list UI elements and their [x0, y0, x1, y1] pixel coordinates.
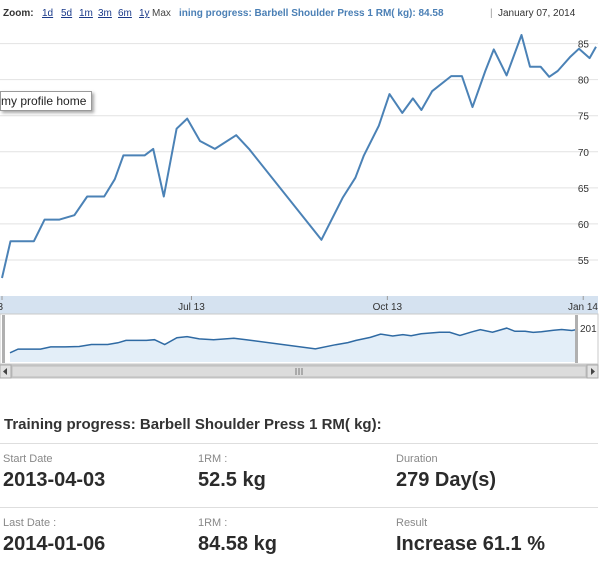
chevron-left-icon — [3, 368, 7, 375]
x-tick-label: 13 — [0, 302, 4, 313]
y-tick-label: 60 — [578, 220, 590, 231]
result-value: Increase 61.1 % — [396, 533, 545, 555]
duration-label: Duration — [396, 453, 438, 465]
start-date-label: Start Date — [3, 453, 53, 465]
scrollbar[interactable] — [0, 364, 599, 379]
header-separator: | — [490, 8, 493, 19]
y-axis: 55 60 65 70 75 80 85 — [578, 40, 590, 267]
y-tick-label: 80 — [578, 76, 590, 87]
zoom-3m-button[interactable]: 3m — [98, 8, 112, 19]
profile-home-tooltip[interactable]: my profile home — [0, 91, 93, 111]
series-line — [1, 34, 597, 279]
stock-chart: Zoom: 1d 5d 1m 3m 6m 1y Max ining progre… — [0, 8, 599, 379]
last-date-label: Last Date : — [3, 517, 57, 529]
y-tick-label: 65 — [578, 184, 590, 195]
navigator-y-label: 201 — [580, 324, 597, 335]
zoom-6m-button[interactable]: 6m — [118, 8, 132, 19]
last-date-cell: Last Date : 2014-01-06 — [3, 517, 105, 556]
navigator-handle-left[interactable] — [2, 315, 5, 363]
last-rm-cell: 1RM : 84.58 kg — [198, 517, 277, 556]
x-tick-label: Jan 14 — [568, 302, 598, 313]
last-date-value: 2014-01-06 — [3, 533, 106, 555]
grid-lines — [0, 43, 598, 261]
y-tick-label: 55 — [578, 256, 590, 267]
zoom-1y-button[interactable]: 1y — [139, 8, 150, 19]
duration-value: 279 Day(s) — [396, 469, 497, 491]
current-date: January 07, 2014 — [498, 8, 576, 19]
x-axis-band — [0, 296, 598, 314]
zoom-max-button[interactable]: Max — [152, 8, 171, 19]
zoom-1m-button[interactable]: 1m — [79, 8, 93, 19]
series-header: ining progress: Barbell Shoulder Press 1… — [179, 8, 444, 19]
navigator-area — [10, 328, 578, 362]
y-tick-label: 85 — [578, 40, 590, 51]
start-rm-cell: 1RM : 52.5 kg — [198, 453, 266, 492]
zoom-5d-button[interactable]: 5d — [61, 8, 72, 19]
result-cell: Result Increase 61.1 % — [396, 517, 545, 556]
summary-title: Training progress: Barbell Shoulder Pres… — [4, 416, 382, 433]
grip-icon — [295, 368, 303, 375]
navigator[interactable]: 201 — [0, 313, 599, 365]
summary-row-start: Start Date 2013-04-03 1RM : 52.5 kg Dura… — [0, 443, 598, 502]
x-axis: 13 Jul 13 Oct 13 Jan 14 — [0, 296, 598, 313]
duration-cell: Duration 279 Day(s) — [396, 453, 496, 492]
zoom-toolbar: Zoom: 1d 5d 1m 3m 6m 1y Max ining progre… — [3, 8, 576, 19]
last-rm-label: 1RM : — [198, 517, 228, 529]
y-tick-label: 75 — [578, 112, 590, 123]
zoom-label: Zoom: — [3, 8, 34, 19]
start-date-cell: Start Date 2013-04-03 — [3, 453, 105, 492]
result-label: Result — [396, 517, 428, 529]
start-date-value: 2013-04-03 — [3, 469, 106, 491]
summary-row-last: Last Date : 2014-01-06 1RM : 84.58 kg Re… — [0, 507, 598, 566]
navigator-line — [9, 327, 579, 354]
navigator-handle-right[interactable] — [575, 315, 578, 363]
start-rm-value: 52.5 kg — [198, 469, 266, 491]
start-rm-label: 1RM : — [198, 453, 228, 465]
chevron-right-icon — [591, 368, 595, 375]
x-tick-label: Jul 13 — [178, 302, 205, 313]
zoom-1d-button[interactable]: 1d — [42, 8, 53, 19]
last-rm-value: 84.58 kg — [198, 533, 277, 555]
y-tick-label: 70 — [578, 148, 590, 159]
x-tick-label: Oct 13 — [373, 302, 403, 313]
